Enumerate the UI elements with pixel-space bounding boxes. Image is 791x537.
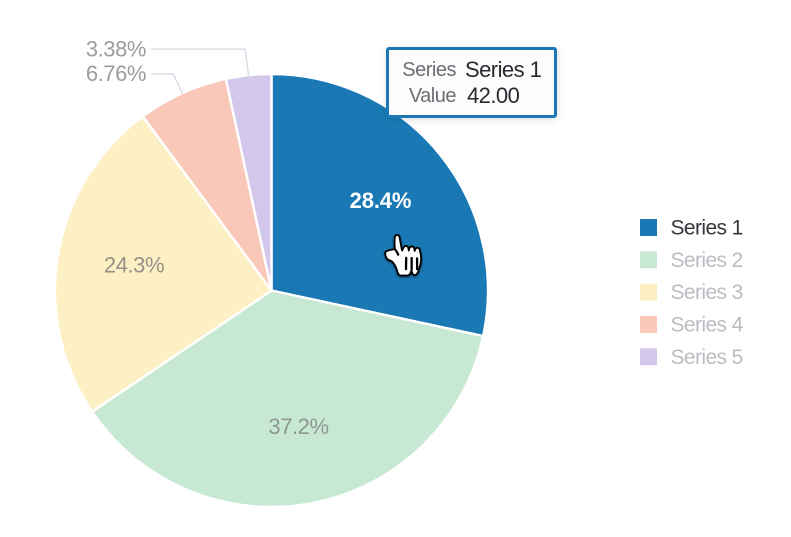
svg-text:Series 3: Series 3	[671, 281, 743, 304]
svg-text:Series 5: Series 5	[671, 346, 743, 369]
svg-text:6.76%: 6.76%	[86, 61, 146, 86]
svg-text:Series 1: Series 1	[671, 217, 743, 240]
svg-text:Series 2: Series 2	[671, 249, 743, 272]
svg-text:3.38%: 3.38%	[86, 37, 146, 62]
svg-text:37.2%: 37.2%	[268, 414, 328, 439]
svg-text:24.3%: 24.3%	[104, 253, 164, 278]
svg-text:28.4%: 28.4%	[350, 188, 412, 213]
svg-text:Series 4: Series 4	[671, 314, 744, 337]
